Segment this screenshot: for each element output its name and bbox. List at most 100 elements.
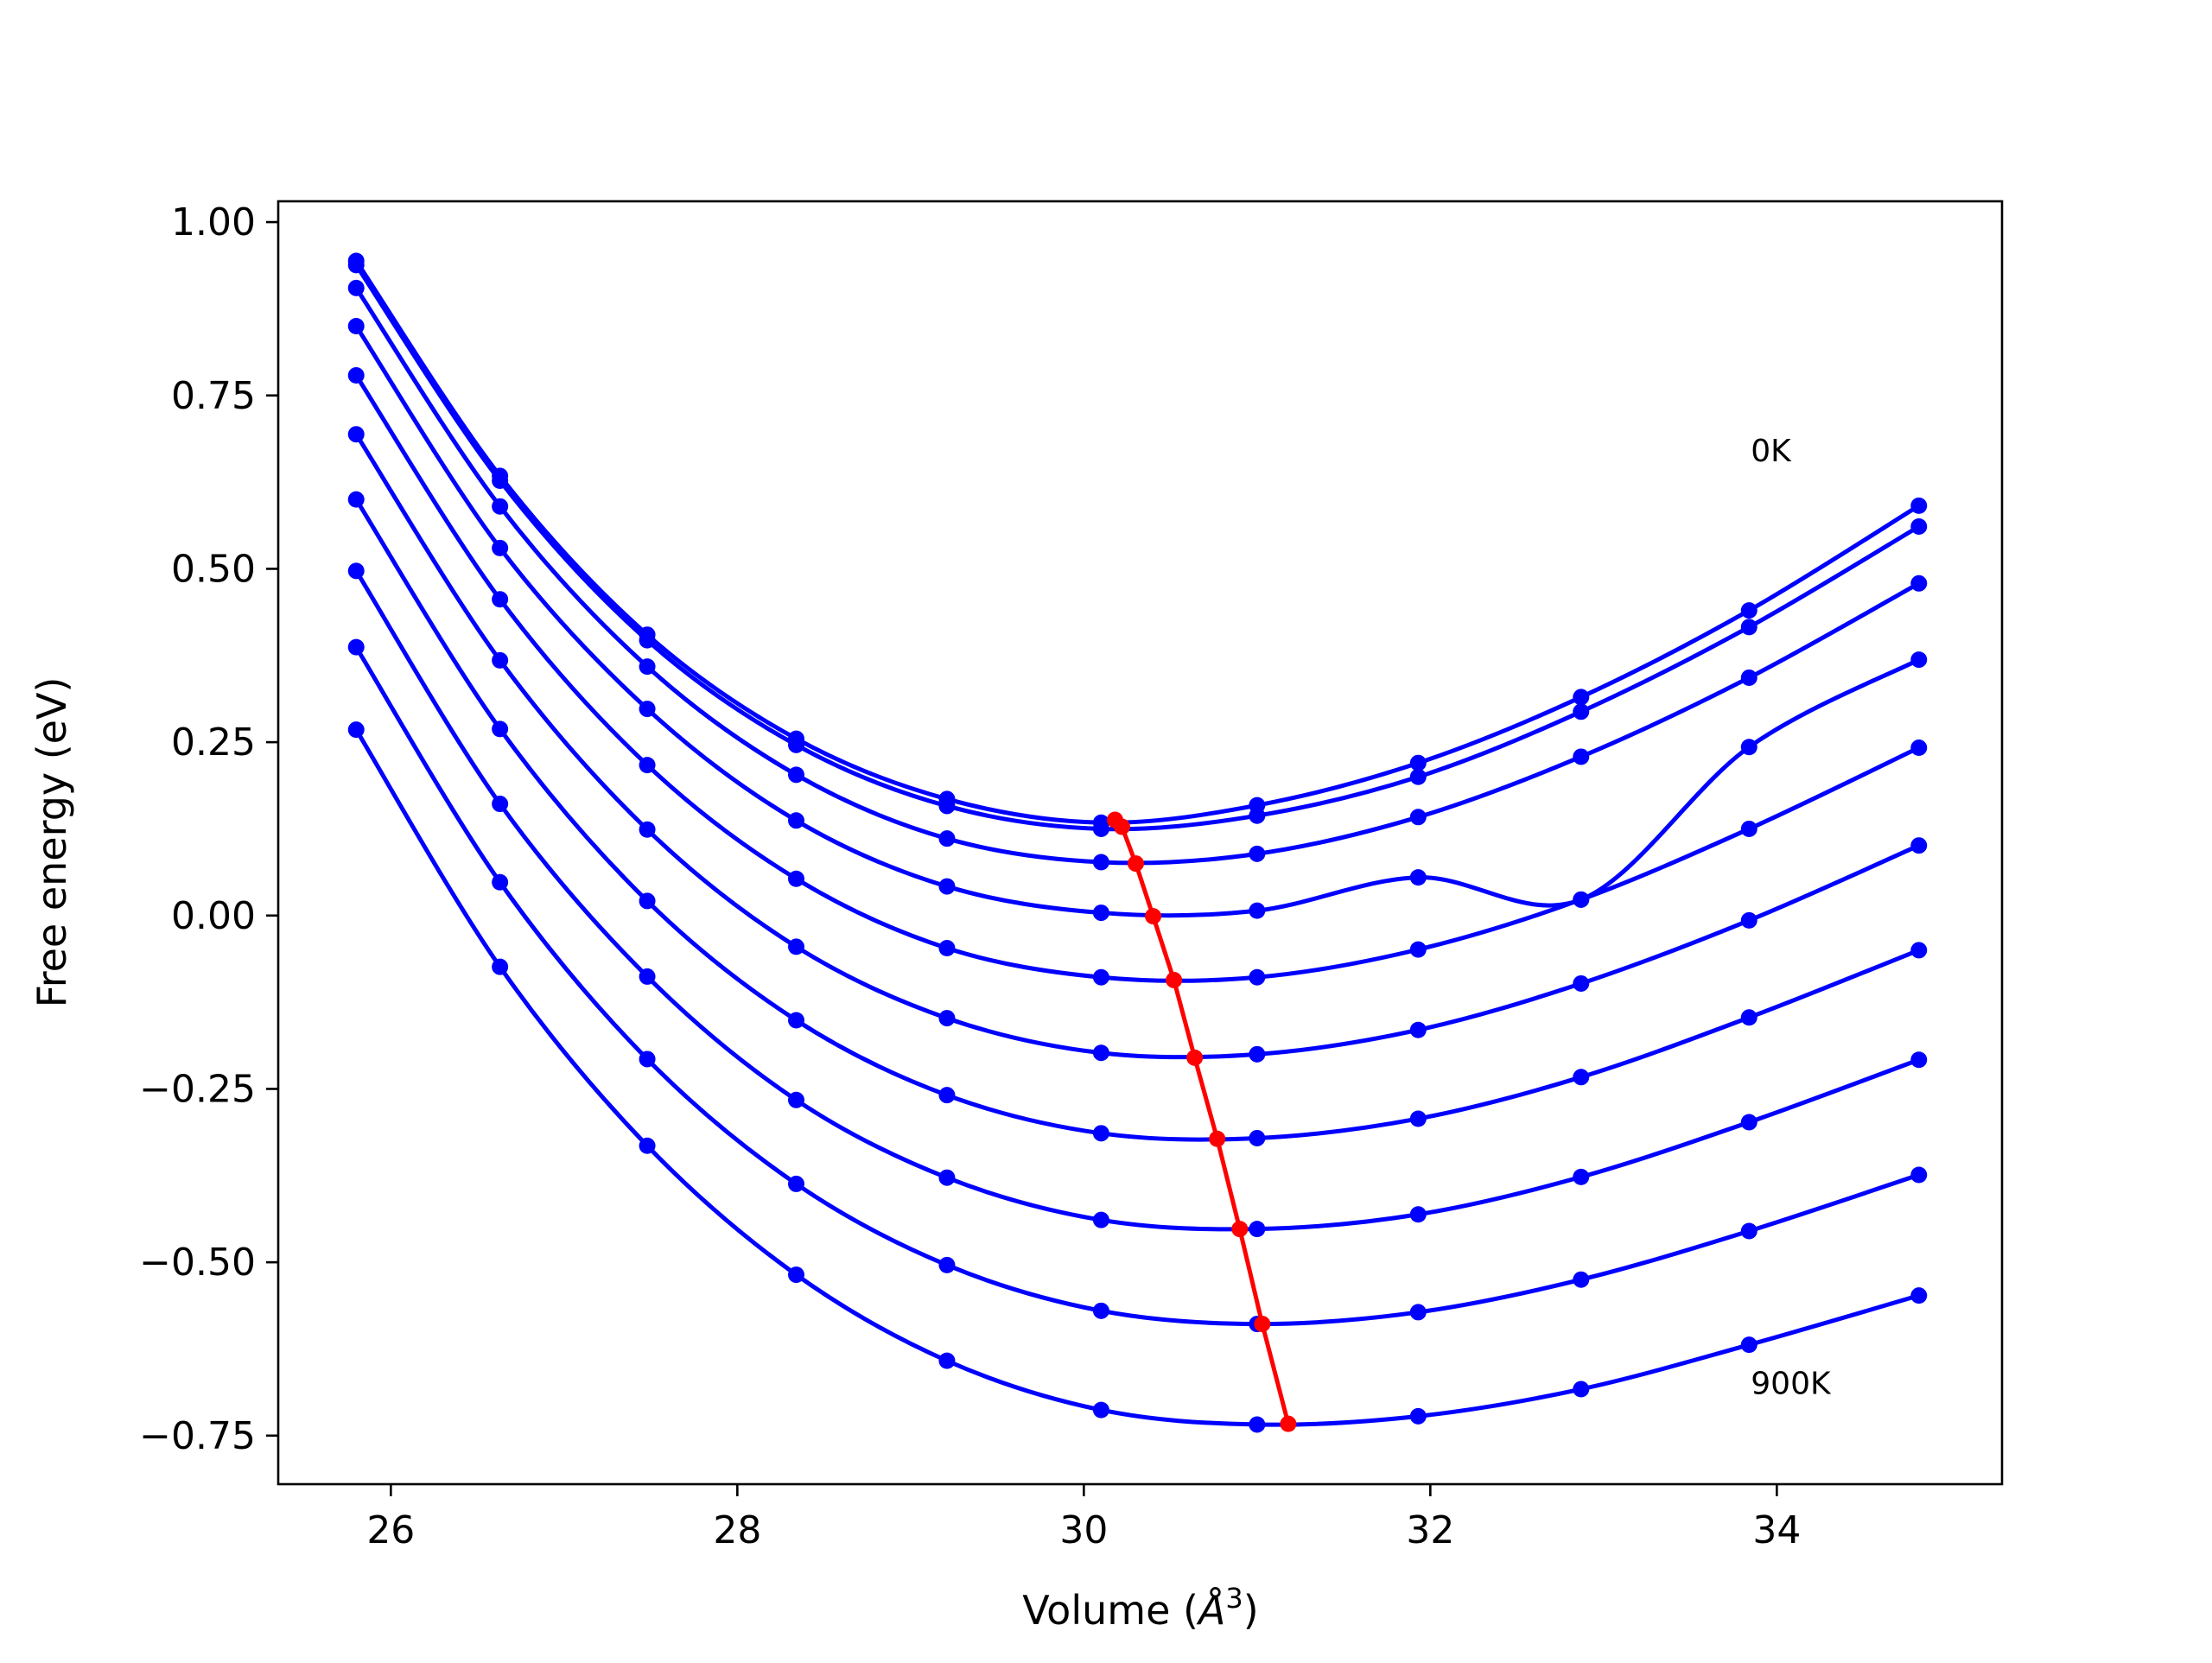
series-7-point-0 (347, 562, 365, 580)
series-5-point-1 (492, 651, 509, 669)
series-9-point-4 (938, 1352, 956, 1369)
y-axis: 1.00 0.75 0.50 0.25 0.00 −0.25 −0.50 −0.75 (139, 200, 278, 1458)
x-axis-label-text: Volume ( (1022, 1587, 1198, 1634)
series-3-point-1 (492, 539, 509, 556)
y-tick-label: 0.75 (171, 374, 256, 418)
points-layer (347, 252, 1928, 1433)
annotation-label: 900K (1751, 1367, 1832, 1402)
y-tick-label: 0.50 (171, 547, 256, 591)
minima-layer (1106, 811, 1297, 1432)
series-3-point-7 (1409, 869, 1427, 886)
plot-frame (276, 200, 2004, 1486)
series-6-point-1 (492, 720, 509, 738)
series-line-9 (353, 727, 1922, 1427)
x-axis: 26 28 30 32 34 (366, 1484, 1801, 1552)
y-tick-label: 0.00 (171, 894, 256, 938)
x-tick-label: 28 (713, 1508, 761, 1552)
series-0-point-10 (1910, 497, 1928, 514)
series-9-point-8 (1573, 1381, 1590, 1398)
series-8-point-4 (938, 1256, 956, 1273)
x-tick-label: 30 (1059, 1508, 1108, 1552)
series-3-point-4 (938, 878, 956, 895)
series-2-point-9 (1740, 669, 1758, 686)
series-3-point-10 (1910, 651, 1928, 669)
y-tick-label: −0.25 (139, 1067, 256, 1111)
series-6-point-0 (347, 491, 365, 508)
series-5-point-2 (639, 821, 656, 838)
series-8-point-8 (1573, 1271, 1590, 1288)
series-4-point-9 (1740, 820, 1758, 837)
x-axis-label-unit: Å (1196, 1587, 1225, 1634)
series-1-point-6 (1249, 807, 1266, 824)
series-1-point-5 (1092, 820, 1109, 837)
series-5-point-3 (788, 938, 804, 955)
series-1-point-8 (1573, 703, 1590, 720)
series-2-point-7 (1409, 809, 1427, 826)
series-1-point-7 (1409, 768, 1427, 785)
series-1-point-9 (1740, 619, 1758, 636)
series-1-point-4 (938, 797, 956, 815)
series-4-point-4 (938, 940, 956, 957)
minimum-point-4 (1166, 971, 1183, 988)
series-8-point-2 (639, 1050, 656, 1068)
series-line-7 (353, 568, 1922, 1232)
series-9-point-9 (1740, 1336, 1758, 1354)
series-4-point-1 (492, 591, 509, 608)
series-7-point-4 (938, 1169, 956, 1186)
series-8-point-1 (492, 873, 509, 891)
series-5-point-0 (347, 426, 365, 443)
series-9-point-0 (347, 721, 365, 739)
x-axis-label: Volume (Å3) (1022, 1582, 1258, 1634)
series-line-5 (353, 432, 1922, 1060)
series-7-point-1 (492, 796, 509, 813)
series-5-point-7 (1409, 1021, 1427, 1038)
series-8-point-10 (1910, 1166, 1928, 1184)
series-4-point-7 (1409, 941, 1427, 958)
series-8-point-5 (1092, 1302, 1109, 1319)
series-4-point-8 (1573, 891, 1590, 908)
series-9-point-3 (788, 1266, 804, 1284)
series-2-point-3 (788, 766, 804, 784)
y-tick-label: 1.00 (171, 200, 256, 244)
series-6-point-2 (639, 892, 656, 910)
series-2-point-0 (347, 279, 365, 296)
series-2-point-4 (938, 830, 956, 847)
series-6-point-10 (1910, 942, 1928, 959)
series-9-point-2 (639, 1137, 656, 1154)
minimum-point-1 (1113, 818, 1130, 835)
series-1-point-0 (347, 257, 365, 274)
series-5-point-8 (1573, 974, 1590, 992)
series-4-point-2 (639, 757, 656, 774)
series-line-1 (353, 263, 1922, 832)
x-axis-label-close: ) (1243, 1587, 1259, 1634)
series-3-point-0 (347, 317, 365, 334)
series-6-point-6 (1249, 1129, 1266, 1146)
minimum-point-3 (1145, 908, 1162, 925)
series-7-point-10 (1910, 1051, 1928, 1069)
series-line-6 (353, 497, 1922, 1142)
series-5-point-10 (1910, 837, 1928, 854)
series-3-point-6 (1249, 902, 1266, 919)
series-line-2 (353, 285, 1922, 866)
series-4-point-10 (1910, 739, 1928, 757)
series-6-point-3 (788, 1012, 804, 1029)
series-3-point-3 (788, 812, 804, 829)
series-6-point-7 (1409, 1110, 1427, 1127)
series-4-point-6 (1249, 968, 1266, 986)
minimum-point-2 (1127, 855, 1144, 873)
series-2-point-6 (1249, 845, 1266, 862)
series-7-point-9 (1740, 1114, 1758, 1131)
x-axis-label-exponent: 3 (1225, 1582, 1243, 1615)
series-1-point-10 (1910, 517, 1928, 535)
y-tick-label: −0.50 (139, 1241, 256, 1285)
series-0-point-8 (1573, 689, 1590, 706)
series-1-point-1 (492, 472, 509, 489)
series-2-point-2 (639, 658, 656, 676)
series-0-point-7 (1409, 754, 1427, 771)
series-7-point-2 (639, 968, 656, 985)
series-9-point-1 (492, 958, 509, 975)
series-0-point-9 (1740, 602, 1758, 619)
series-6-point-5 (1092, 1125, 1109, 1142)
